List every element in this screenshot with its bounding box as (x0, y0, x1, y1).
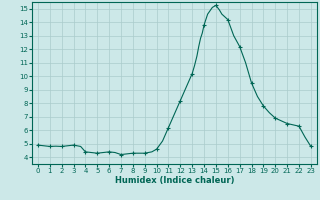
X-axis label: Humidex (Indice chaleur): Humidex (Indice chaleur) (115, 176, 234, 185)
